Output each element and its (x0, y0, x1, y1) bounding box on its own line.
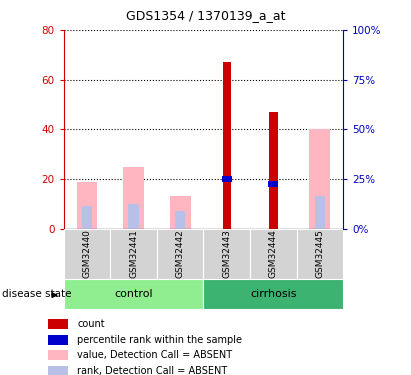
Text: cirrhosis: cirrhosis (250, 290, 297, 299)
Text: GSM32440: GSM32440 (83, 230, 92, 279)
Bar (222, 176, 232, 182)
FancyBboxPatch shape (64, 229, 110, 279)
Text: GSM32445: GSM32445 (315, 230, 324, 279)
Bar (170, 196, 191, 229)
Text: GSM32441: GSM32441 (129, 230, 138, 279)
Bar (48, 366, 68, 375)
Bar (268, 181, 278, 187)
Bar (82, 206, 92, 229)
Bar (222, 62, 231, 229)
FancyBboxPatch shape (250, 229, 297, 279)
FancyBboxPatch shape (110, 229, 157, 279)
Text: percentile rank within the sample: percentile rank within the sample (77, 335, 242, 345)
FancyBboxPatch shape (297, 229, 343, 279)
Bar (76, 182, 97, 229)
Bar (123, 166, 144, 229)
Bar (315, 196, 325, 229)
Bar (309, 129, 330, 229)
Text: GSM32444: GSM32444 (269, 230, 278, 278)
Text: disease state: disease state (2, 290, 72, 299)
Bar (129, 204, 139, 229)
Bar (48, 320, 68, 329)
Bar (48, 350, 68, 360)
FancyBboxPatch shape (203, 229, 250, 279)
Text: control: control (114, 290, 153, 299)
Bar (269, 112, 277, 229)
Bar (48, 335, 68, 345)
Text: GSM32443: GSM32443 (222, 230, 231, 279)
Text: value, Detection Call = ABSENT: value, Detection Call = ABSENT (77, 350, 232, 360)
FancyBboxPatch shape (203, 279, 343, 309)
Text: count: count (77, 319, 105, 329)
FancyBboxPatch shape (157, 229, 203, 279)
Text: GSM32442: GSM32442 (175, 230, 185, 278)
Text: GDS1354 / 1370139_a_at: GDS1354 / 1370139_a_at (126, 9, 285, 22)
FancyBboxPatch shape (64, 279, 203, 309)
Text: rank, Detection Call = ABSENT: rank, Detection Call = ABSENT (77, 366, 228, 375)
Bar (175, 211, 185, 229)
